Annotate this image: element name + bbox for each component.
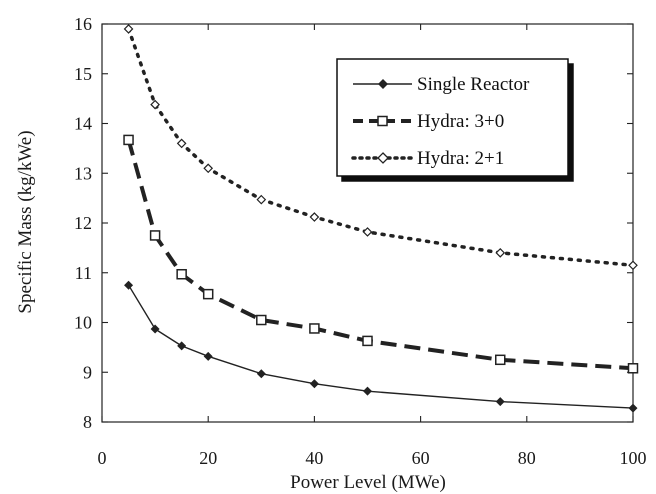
legend-marker-hydra-3-0 xyxy=(377,115,388,127)
series-1-point-1 xyxy=(149,230,161,241)
series-1-point-6 xyxy=(362,335,373,347)
legend-label-hydra-2-1: Hydra: 2+1 xyxy=(417,148,504,169)
y-axis-title: Specific Mass (kg/kWe) xyxy=(15,130,36,313)
y-tick-label-5: 13 xyxy=(74,163,92,183)
y-tick-label-7: 15 xyxy=(74,64,92,84)
x-tick-label-4: 80 xyxy=(518,448,536,468)
series-0 xyxy=(124,280,638,413)
x-tick-label-1: 20 xyxy=(199,448,217,468)
series-1-point-8 xyxy=(627,363,639,374)
series-2-point-5 xyxy=(309,212,320,222)
series-1-point-7 xyxy=(495,354,506,366)
series-2-point-7 xyxy=(495,248,506,258)
legend-label-single-reactor: Single Reactor xyxy=(417,74,530,95)
series-1 xyxy=(123,134,639,374)
series-0-point-5 xyxy=(309,379,319,389)
y-tick-label-4: 12 xyxy=(74,213,92,233)
series-2 xyxy=(123,24,638,271)
series-0-point-3 xyxy=(203,351,213,361)
series-0-point-1 xyxy=(150,324,160,334)
y-tick-label-1: 9 xyxy=(83,362,92,382)
series-2-point-3 xyxy=(203,163,214,174)
legend-label-hydra-3-0: Hydra: 3+0 xyxy=(417,111,504,132)
series-0-point-4 xyxy=(256,369,266,379)
x-tick-label-3: 60 xyxy=(412,448,430,468)
legend-entry-hydra-3-0: Hydra: 3+0 xyxy=(353,111,504,132)
y-tick-label-0: 8 xyxy=(83,412,92,432)
series-layer xyxy=(123,24,639,413)
series-0-point-0 xyxy=(124,280,134,290)
legend-entry-hydra-2-1: Hydra: 2+1 xyxy=(351,148,504,169)
series-1-point-0 xyxy=(123,134,134,146)
legend-marker-single-reactor xyxy=(378,79,388,89)
series-line-0 xyxy=(128,284,634,409)
series-line-1 xyxy=(126,139,634,371)
series-1-point-4 xyxy=(256,314,267,326)
series-2-point-0 xyxy=(123,24,134,34)
x-axis: 0 20 40 60 80 100 xyxy=(98,24,647,468)
y-tick-label-3: 11 xyxy=(75,263,92,283)
x-tick-label-0: 0 xyxy=(98,448,107,468)
y-tick-label-6: 14 xyxy=(74,114,92,134)
series-0-point-6 xyxy=(363,386,372,396)
series-1-point-2 xyxy=(176,268,187,280)
series-0-point-2 xyxy=(177,341,187,351)
series-2-point-4 xyxy=(256,194,267,205)
x-tick-label-2: 40 xyxy=(305,448,323,468)
y-tick-label-2: 10 xyxy=(74,313,92,333)
series-0-point-8 xyxy=(628,403,638,413)
series-2-point-2 xyxy=(176,138,187,149)
series-2-point-1 xyxy=(150,99,160,110)
y-tick-label-8: 16 xyxy=(74,14,92,34)
series-2-point-6 xyxy=(362,227,373,237)
series-2-point-8 xyxy=(628,260,638,271)
y-axis: 8 9 10 11 12 13 14 15 16 xyxy=(74,14,633,432)
legend: Single Reactor Hydra: 3+0 Hydra: 2+1 xyxy=(336,58,569,177)
series-0-point-7 xyxy=(495,397,505,407)
series-1-point-3 xyxy=(202,288,214,300)
series-1-point-5 xyxy=(309,323,320,334)
legend-entry-single-reactor: Single Reactor xyxy=(353,74,530,95)
x-axis-title: Power Level (MWe) xyxy=(290,472,446,493)
legend-marker-hydra-2-1 xyxy=(377,152,389,164)
x-tick-label-5: 100 xyxy=(620,448,647,468)
